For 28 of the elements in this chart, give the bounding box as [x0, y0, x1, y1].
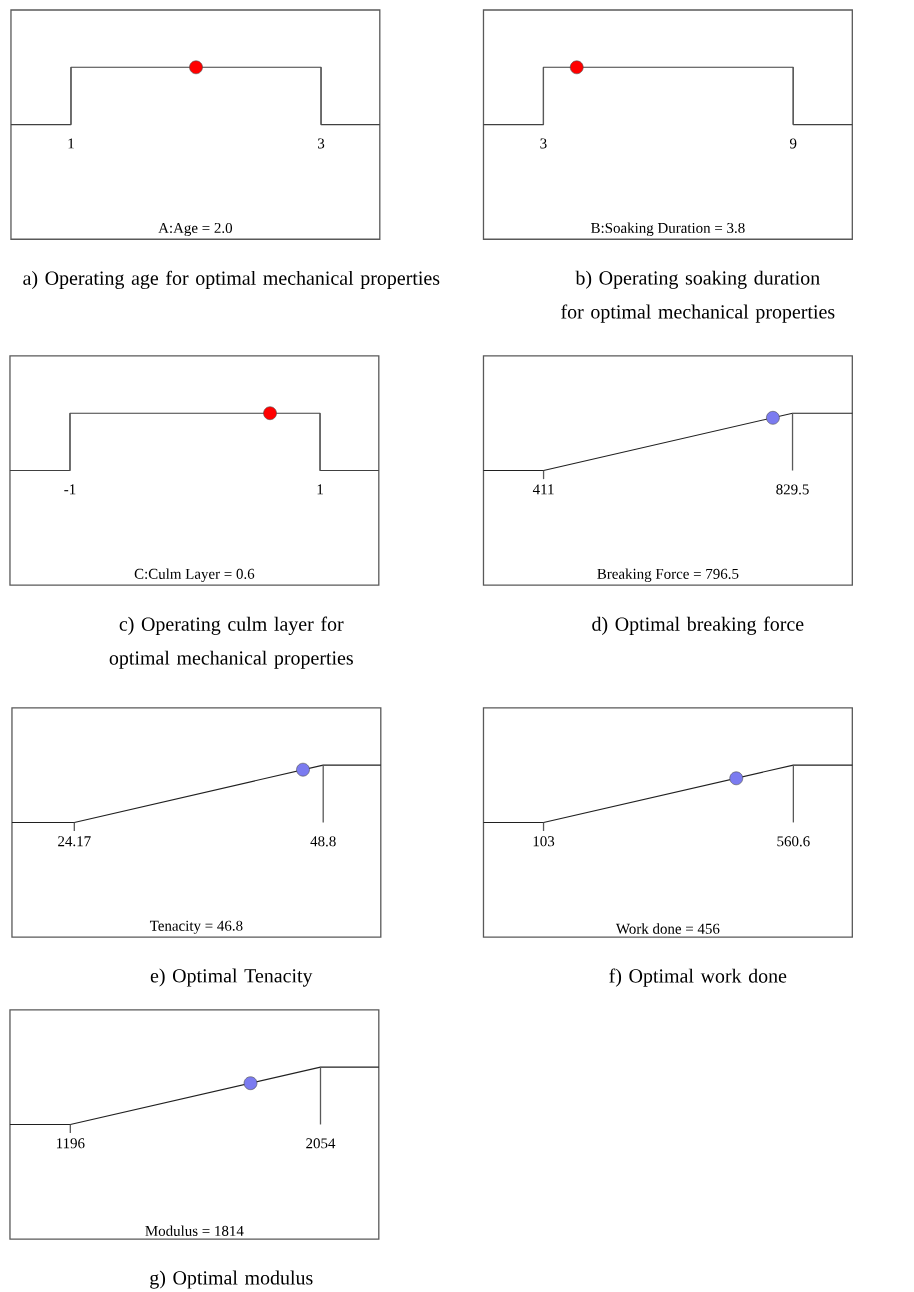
x-tick-label: 3 [317, 138, 325, 149]
x-tick-label: -1 [64, 484, 76, 495]
x-tick-label: 560.6 [777, 836, 810, 847]
x-tick-label: 411 [532, 484, 554, 495]
x-tick-label: 1 [68, 138, 74, 149]
x-axis-title: Modulus = 1814 [145, 1225, 244, 1236]
x-tick-label: 48.8 [310, 836, 336, 847]
x-tick-label: 9 [789, 138, 797, 149]
x-tick-label: 829.5 [776, 484, 809, 495]
text: f) Optimal work done [609, 968, 787, 987]
x-tick-label: 103 [533, 836, 555, 847]
text: e) Optimal Tenacity [150, 968, 313, 987]
x-tick-label: 1 [317, 484, 323, 495]
x-axis-title: Breaking Force = 796.5 [597, 568, 739, 582]
x-axis-title: Tenacity = 46.8 [149, 920, 243, 934]
text: b) Operating soaking duration for optimal mechanical properties [561, 270, 835, 323]
text: a) Operating age for optimal mechanical properties [23, 270, 440, 290]
text: c) Operating culm layer for optimal mechanical properties [109, 616, 353, 669]
x-tick-label: 3 [540, 138, 547, 149]
x-tick-label: 2054 [306, 1138, 336, 1149]
text: d) Optimal breaking force [592, 616, 804, 635]
x-tick-label: 24.17 [58, 836, 91, 847]
x-tick-label: 1196 [56, 1138, 85, 1149]
x-axis-title: B:Soaking Duration = 3.8 [590, 222, 745, 237]
x-axis-title: Work done = 456 [615, 923, 720, 934]
x-axis-title: A:Age = 2.0 [158, 222, 232, 237]
text: g) Optimal modulus [150, 1270, 313, 1289]
x-axis-title: C:Culm Layer = 0.6 [134, 568, 255, 582]
